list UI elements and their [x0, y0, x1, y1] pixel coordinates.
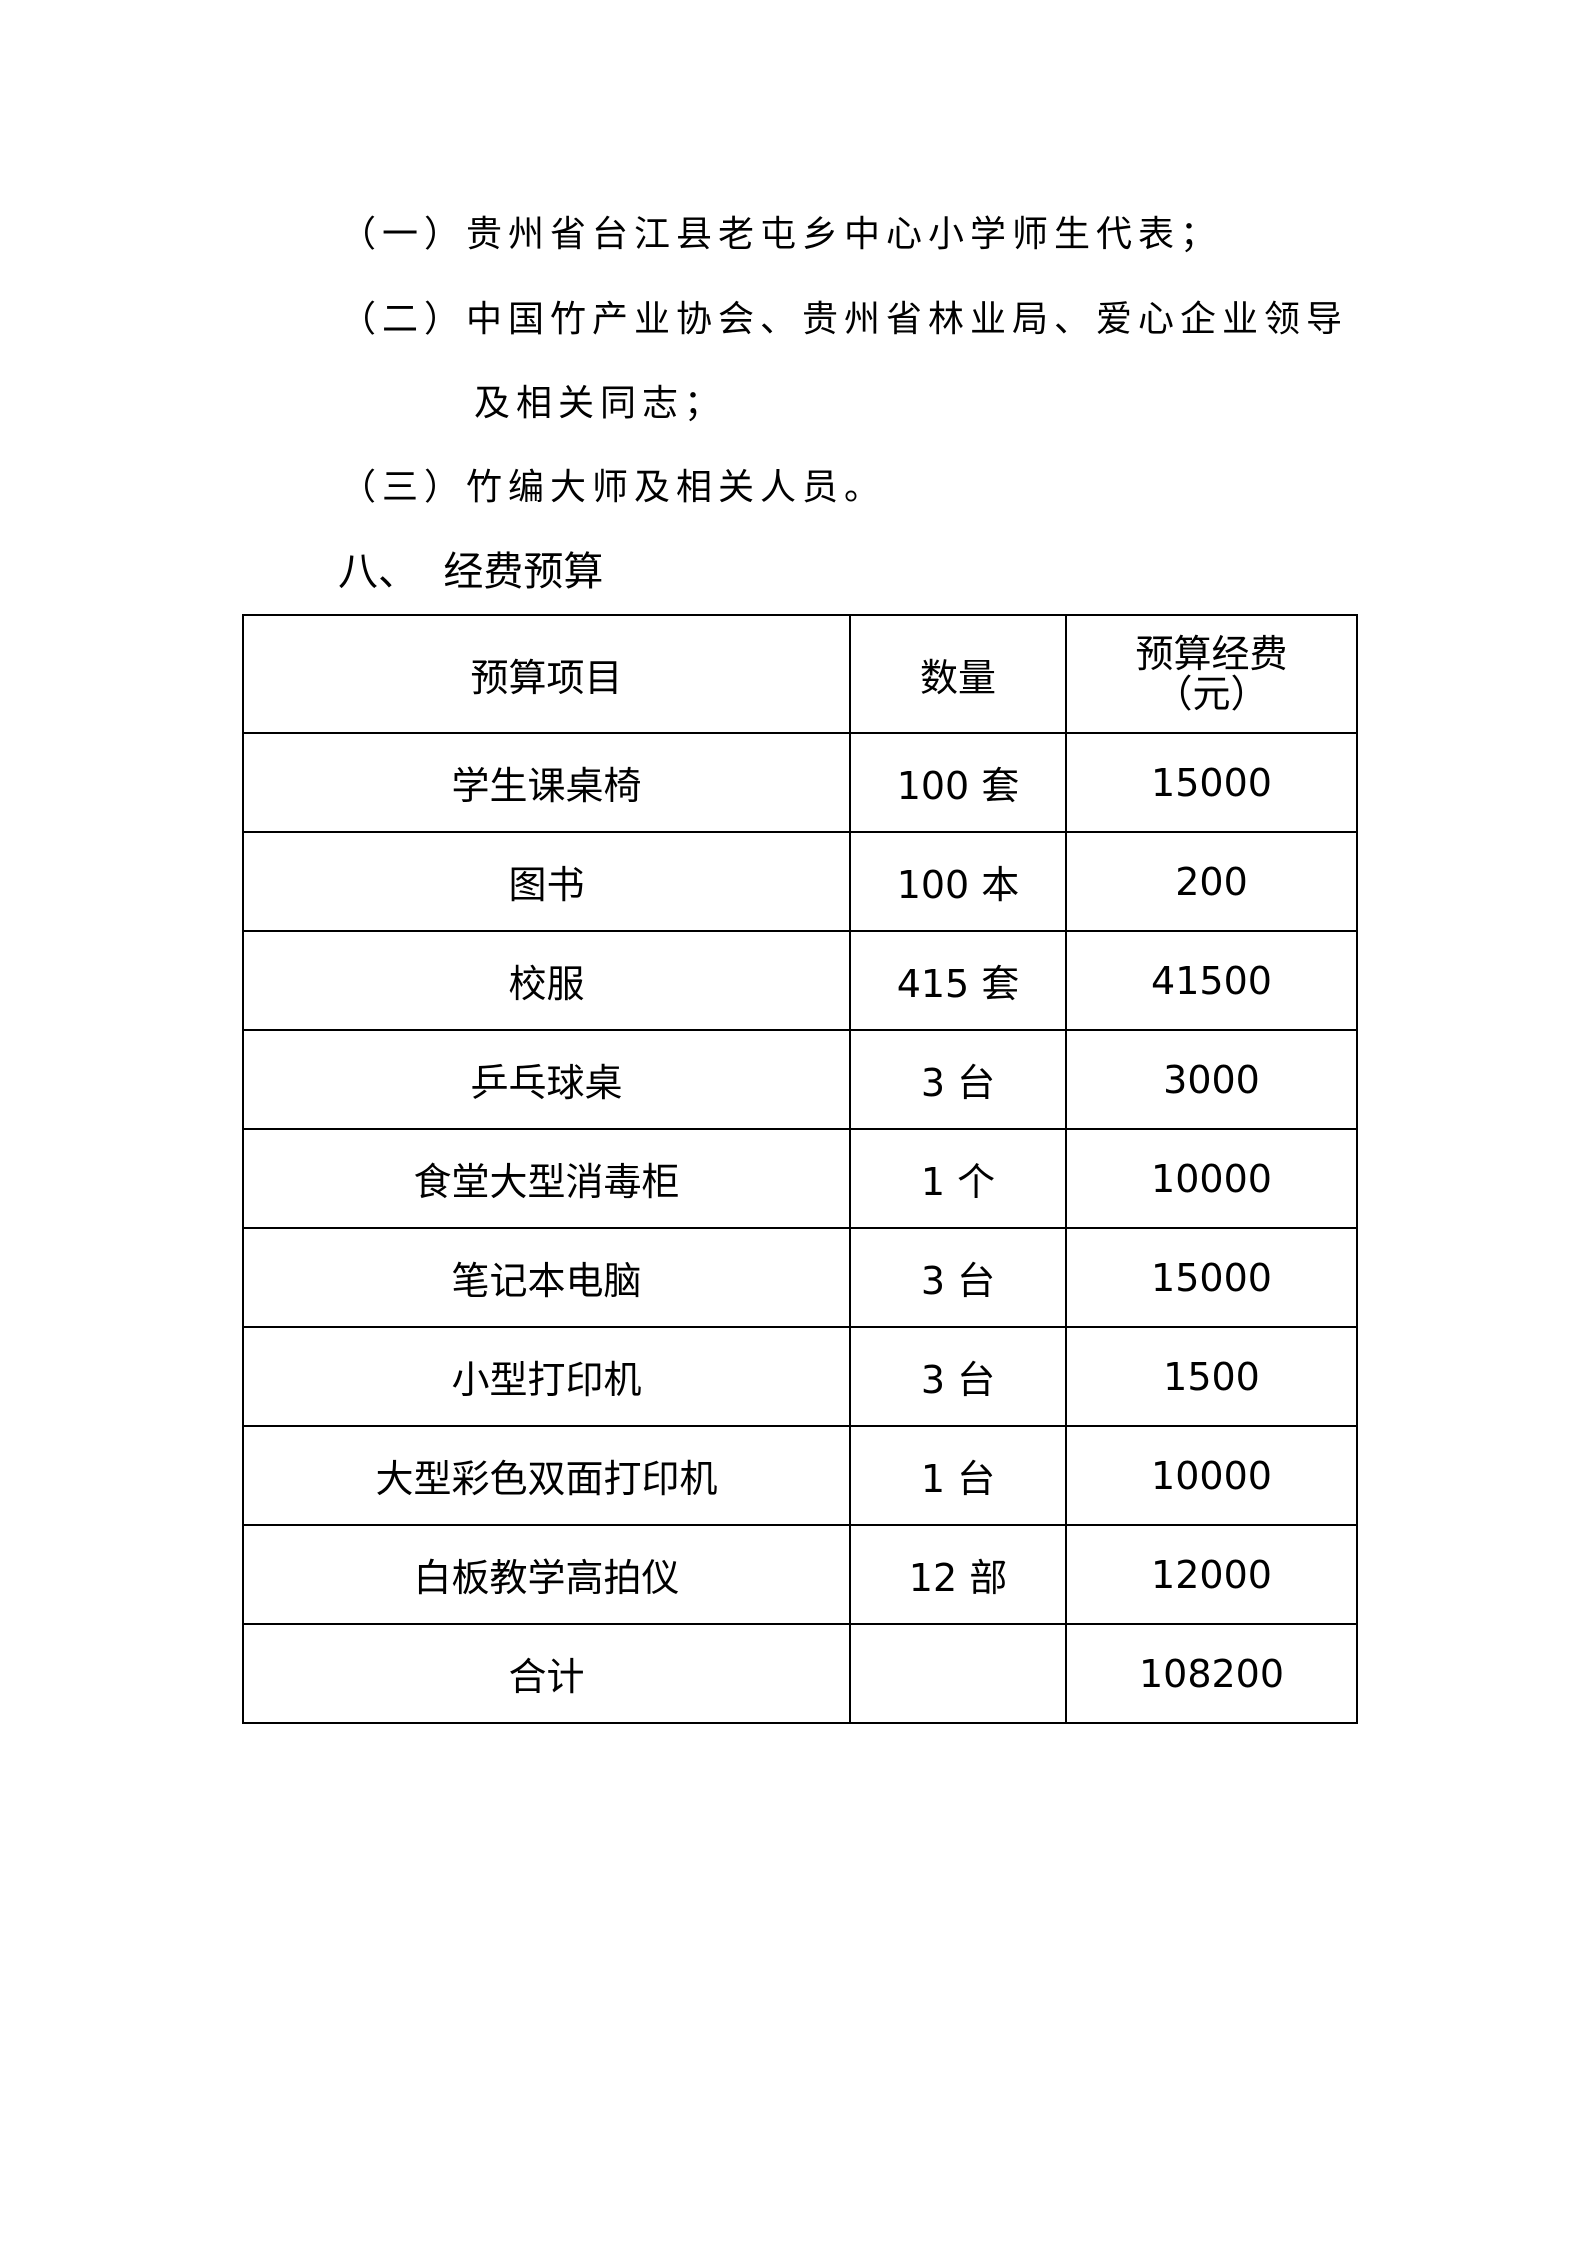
- cell-quantity: 3 台: [849, 1227, 1067, 1328]
- cell-quantity: 415 套: [849, 930, 1067, 1031]
- attendee-item-1: （一）贵州省台江县老屯乡中心小学师生代表；: [340, 214, 1223, 255]
- header-budget-unit: （元）: [1154, 672, 1269, 716]
- cell-budget: 200: [1065, 831, 1358, 932]
- cell-item: 乒乓球桌: [242, 1029, 851, 1130]
- header-item: 预算项目: [242, 614, 851, 734]
- cell-item: 合计: [242, 1623, 851, 1724]
- cell-item: 食堂大型消毒柜: [242, 1128, 851, 1229]
- cell-budget: 10000: [1065, 1425, 1358, 1526]
- cell-quantity: 3 台: [849, 1326, 1067, 1427]
- cell-quantity: 1 个: [849, 1128, 1067, 1229]
- cell-budget: 1500: [1065, 1326, 1358, 1427]
- cell-budget: 108200: [1065, 1623, 1358, 1724]
- cell-item: 校服: [242, 930, 851, 1031]
- table-row: 学生课桌椅 100 套 15000: [242, 732, 1358, 833]
- cell-budget: 12000: [1065, 1524, 1358, 1625]
- table-row: 大型彩色双面打印机 1 台 10000: [242, 1425, 1358, 1526]
- cell-item: 笔记本电脑: [242, 1227, 851, 1328]
- cell-quantity: 100 套: [849, 732, 1067, 833]
- attendee-item-2: （二）中国竹产业协会、贵州省林业局、爱心企业领导: [340, 299, 1349, 340]
- cell-budget: 10000: [1065, 1128, 1358, 1229]
- cell-budget: 3000: [1065, 1029, 1358, 1130]
- table-header-row: 预算项目 数量 预算经费 （元）: [242, 614, 1358, 734]
- cell-item: 白板教学高拍仪: [242, 1524, 851, 1625]
- cell-quantity: 3 台: [849, 1029, 1067, 1130]
- attendee-item-3: （三）竹编大师及相关人员。: [340, 467, 887, 508]
- table-row: 食堂大型消毒柜 1 个 10000: [242, 1128, 1358, 1229]
- cell-quantity: 12 部: [849, 1524, 1067, 1625]
- table-row: 笔记本电脑 3 台 15000: [242, 1227, 1358, 1328]
- table-row: 校服 415 套 41500: [242, 930, 1358, 1031]
- attendee-item-2-continued: 及相关同志；: [474, 383, 727, 424]
- cell-quantity: 1 台: [849, 1425, 1067, 1526]
- header-quantity: 数量: [849, 614, 1067, 734]
- cell-item: 图书: [242, 831, 851, 932]
- header-budget-label: 预算经费: [1135, 632, 1288, 676]
- table-row: 白板教学高拍仪 12 部 12000: [242, 1524, 1358, 1625]
- cell-budget: 15000: [1065, 732, 1358, 833]
- cell-item: 学生课桌椅: [242, 732, 851, 833]
- cell-item: 小型打印机: [242, 1326, 851, 1427]
- cell-quantity: [849, 1623, 1067, 1724]
- table-row: 图书 100 本 200: [242, 831, 1358, 932]
- header-budget: 预算经费 （元）: [1065, 614, 1358, 734]
- total-row: 合计 108200: [242, 1623, 1358, 1724]
- cell-budget: 15000: [1065, 1227, 1358, 1328]
- cell-item: 大型彩色双面打印机: [242, 1425, 851, 1526]
- table-row: 小型打印机 3 台 1500: [242, 1326, 1358, 1427]
- table-row: 乒乓球桌 3 台 3000: [242, 1029, 1358, 1130]
- cell-budget: 41500: [1065, 930, 1358, 1031]
- section-heading: 八、 经费预算: [338, 549, 604, 595]
- cell-quantity: 100 本: [849, 831, 1067, 932]
